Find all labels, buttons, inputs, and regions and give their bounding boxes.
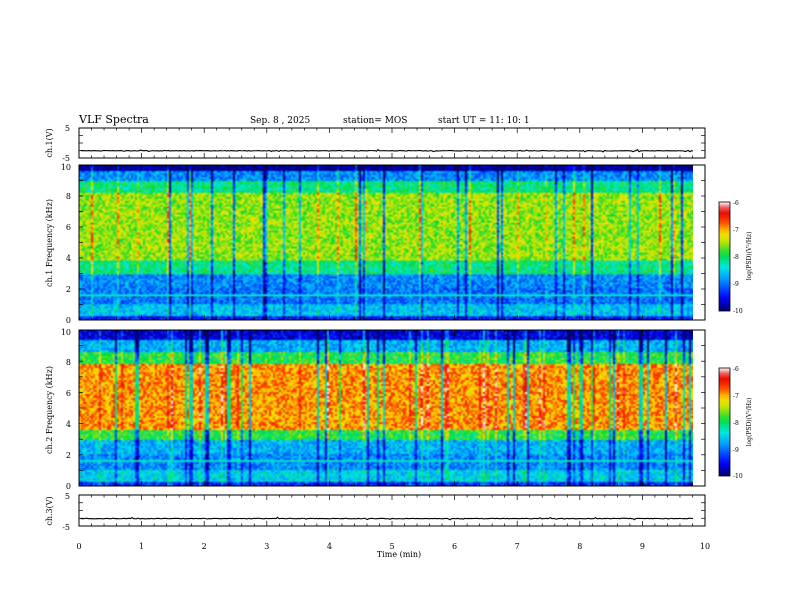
ch3-voltage-ylabel: ch.3(V)	[45, 496, 54, 525]
ch3-voltage-panel: 5 -5 ch.3(V) 0 1 2 3 4 5 6 7 8 9 10 Time…	[45, 492, 710, 559]
ch2-spectrogram-image	[79, 330, 693, 486]
time-tick-2: 2	[202, 542, 207, 551]
ch3-voltage-ytick-top: 5	[65, 492, 70, 501]
time-xlabel: Time (min)	[377, 550, 421, 559]
ch1-freq-tick-0: 0	[66, 316, 71, 325]
ch1-freq-tick-10: 10	[61, 163, 71, 172]
time-tick-10: 10	[700, 542, 710, 551]
ch1-voltage-series	[80, 148, 694, 153]
ch1-cb-tick-8: -8	[733, 254, 739, 261]
ch2-cb-tick-8: -8	[733, 420, 739, 427]
ch1-spectrogram-ticks	[78, 164, 706, 321]
ch1-cb-tick-10: -10	[733, 308, 743, 315]
ch1-freq-tick-4: 4	[66, 254, 71, 263]
ch1-voltage-panel: 5 -5 ch.1(V)	[45, 124, 706, 163]
ch1-colorbar-label: log(PSD)(V²/Hz)	[746, 232, 753, 281]
ch1-spectrogram-image	[79, 165, 693, 320]
ch1-voltage-ylabel: ch.1(V)	[45, 128, 54, 157]
ch2-colorbar-ticks: -6 -7 -8 -9 -10	[733, 366, 743, 480]
ch2-freq-ylabel: ch.2 Frequency (kHz)	[45, 366, 54, 454]
header-date: Sep. 8 , 2025	[250, 116, 310, 126]
ch2-freq-tick-2: 2	[66, 451, 71, 460]
time-tick-3: 3	[264, 542, 269, 551]
ch2-freq-tick-6: 6	[66, 389, 71, 398]
ch1-cb-tick-9: -9	[733, 281, 739, 288]
ch2-freq-tick-labels: 0 2 4 6 8 10	[61, 328, 71, 491]
ch1-freq-tick-2: 2	[66, 285, 71, 294]
ch1-freq-tick-labels: 0 2 4 6 8 10	[61, 163, 71, 325]
ch2-colorbar-label: log(PSD)(V²/Hz)	[746, 398, 753, 447]
ch2-cb-tick-7: -7	[733, 393, 739, 400]
time-tick-1: 1	[139, 542, 144, 551]
time-tick-6: 6	[452, 542, 457, 551]
ch3-voltage-ytick-bottom: -5	[62, 523, 70, 532]
ch3-voltage-ticks	[78, 494, 706, 527]
ch1-cb-tick-6: -6	[733, 200, 739, 207]
header-start-time: start UT = 11: 10: 1	[438, 116, 530, 126]
ch1-colorbar	[719, 202, 730, 311]
ch2-freq-tick-8: 8	[66, 358, 71, 367]
time-tick-4: 4	[327, 542, 332, 551]
time-tick-5: 5	[389, 542, 394, 551]
ch1-freq-tick-6: 6	[66, 223, 71, 232]
ch2-colorbar-frame	[718, 367, 731, 477]
ch2-cb-tick-10: -10	[733, 473, 743, 480]
ch1-voltage-ticks	[78, 127, 706, 159]
voltage-trace	[80, 148, 694, 153]
ch1-freq-tick-8: 8	[66, 192, 71, 201]
ch1-voltage-ytick-bottom: -5	[62, 154, 70, 163]
time-tick-8: 8	[577, 542, 582, 551]
ch2-spectrogram-panel: 0 2 4 6 8 10 ch.2 Frequency (kHz) -6 -7 …	[45, 328, 753, 491]
ch2-colorbar	[719, 368, 730, 476]
ch1-colorbar-frame	[718, 201, 731, 312]
ch1-freq-ylabel: ch.1 Frequency (kHz)	[45, 199, 54, 287]
ch2-cb-tick-9: -9	[733, 447, 739, 454]
header-station: station= MOS	[343, 116, 407, 126]
time-tick-labels: 0 1 2 3 4 5 6 7 8 9 10	[76, 542, 710, 551]
ch1-spectrogram-panel: 0 2 4 6 8 10 ch.1 Frequency (kHz) -6 -7 …	[45, 163, 753, 325]
ch2-freq-tick-0: 0	[66, 482, 71, 491]
ch1-colorbar-ticks: -6 -7 -8 -9 -10	[733, 200, 743, 315]
time-tick-0: 0	[76, 542, 81, 551]
time-tick-7: 7	[515, 542, 520, 551]
ch2-freq-tick-10: 10	[61, 328, 71, 337]
ch2-freq-tick-4: 4	[66, 420, 71, 429]
ch3-voltage-series	[80, 516, 694, 521]
ch2-spectrogram-ticks	[78, 329, 706, 487]
ch1-voltage-ytick-top: 5	[65, 124, 70, 133]
ch1-cb-tick-7: -7	[733, 227, 739, 234]
time-tick-9: 9	[640, 542, 645, 551]
ch2-cb-tick-6: -6	[733, 366, 739, 373]
voltage-trace	[80, 516, 694, 521]
figure-title: VLF Spectra	[78, 113, 149, 126]
